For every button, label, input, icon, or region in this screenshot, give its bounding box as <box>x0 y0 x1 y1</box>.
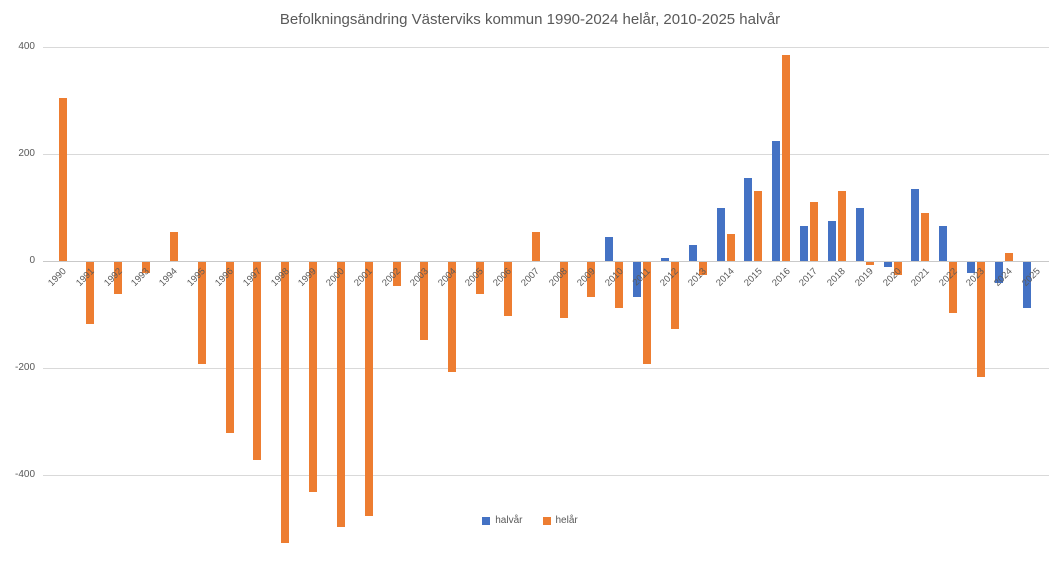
gridline <box>43 368 1049 369</box>
bar-helar-1998 <box>281 262 290 543</box>
x-axis-line <box>43 261 1049 262</box>
halvar-series-swatch-icon <box>482 516 491 525</box>
bar-helar-2024 <box>1004 253 1013 261</box>
bar-helar-1991 <box>86 262 95 324</box>
bar-halvar-2025 <box>1022 262 1031 308</box>
bar-helar-2010 <box>615 262 624 308</box>
bar-halvar-2018 <box>827 220 836 261</box>
bar-halvar-2016 <box>772 140 781 261</box>
bar-helar-1995 <box>197 262 206 364</box>
bar-helar-1992 <box>114 262 123 295</box>
helar-series-swatch-icon <box>542 516 551 525</box>
bar-helar-2013 <box>698 262 707 276</box>
bar-helar-2023 <box>977 262 985 377</box>
bar-helar-2008 <box>559 262 568 319</box>
x-axis-label: 2013 <box>686 266 709 289</box>
legend-label-helar: helår <box>555 515 578 526</box>
bar-helar-2020 <box>893 262 902 276</box>
bar-helar-2015 <box>754 191 763 261</box>
y-axis-tick-label: 400 <box>18 41 35 52</box>
gridline <box>43 154 1049 155</box>
bar-helar-2014 <box>726 234 735 262</box>
bar-halvar-2012 <box>660 258 669 261</box>
x-axis-label: 2014 <box>713 266 737 289</box>
x-axis-label: 1990 <box>45 266 69 289</box>
bar-helar-2022 <box>949 262 958 313</box>
bar-helar-2001 <box>364 262 373 517</box>
bar-helar-1993 <box>142 262 150 273</box>
legend-item-halvar: halvår <box>482 515 523 526</box>
bar-helar-2018 <box>837 191 846 261</box>
bar-halvar-2023 <box>967 262 975 273</box>
x-axis-label: 2020 <box>880 266 904 289</box>
chart-title: Befolkningsändring Västerviks kommun 199… <box>279 11 781 28</box>
bar-helar-2003 <box>420 262 429 340</box>
bar-halvar-2015 <box>744 178 753 261</box>
bar-helar-2017 <box>810 202 818 262</box>
x-axis-label: 2019 <box>853 266 876 289</box>
plot-area: 400 200 0 -200 -400 1990 1991 1992 1993 1994 1995 1… <box>15 41 1049 543</box>
bar-halvar-2014 <box>716 207 725 261</box>
x-axis-label: 2007 <box>519 266 542 289</box>
bar-halvar-2013 <box>688 244 697 261</box>
bar-halvar-2017 <box>800 226 808 261</box>
bar-helar-1990 <box>58 97 67 261</box>
bar-helar-2000 <box>336 262 345 527</box>
bar-helar-1994 <box>169 231 178 261</box>
legend-label-halvar: halvår <box>495 515 523 526</box>
bar-halvar-2010 <box>605 236 614 261</box>
bar-helar-1999 <box>309 262 317 493</box>
bar-helar-2007 <box>531 231 540 261</box>
gridline <box>43 47 1049 48</box>
y-axis-tick-label: -200 <box>14 362 35 373</box>
bar-halvar-2021 <box>911 188 920 261</box>
bar-helar-2004 <box>448 262 457 372</box>
y-axis-tick-label: -400 <box>14 469 35 480</box>
gridline <box>43 475 1049 476</box>
bar-helar-2002 <box>392 262 401 287</box>
bar-halvar-2024 <box>994 262 1003 284</box>
bar-halvar-2019 <box>855 207 864 261</box>
bar-helar-1997 <box>253 262 262 460</box>
bar-helar-2005 <box>476 262 484 295</box>
bar-helar-1996 <box>225 262 234 434</box>
bar-helar-2009 <box>587 262 596 297</box>
bar-helar-2016 <box>782 55 791 261</box>
legend-item-helar: helår <box>542 515 578 526</box>
y-axis-tick-label: 0 <box>29 255 35 266</box>
legend: halvår helår <box>0 515 1060 526</box>
bar-helar-2012 <box>670 262 679 329</box>
bar-helar-2021 <box>921 212 930 261</box>
bar-helar-2011 <box>643 262 651 364</box>
bar-halvar-2020 <box>883 262 892 268</box>
bar-halvar-2022 <box>939 226 948 261</box>
bar-halvar-2011 <box>633 262 641 297</box>
bar-helar-2019 <box>865 262 874 265</box>
bar-helar-2006 <box>503 262 512 316</box>
y-axis-tick-label: 200 <box>18 148 35 159</box>
